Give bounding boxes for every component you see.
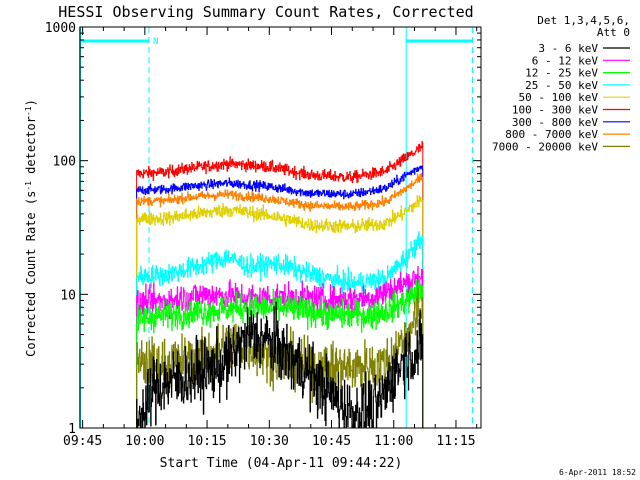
series-layer: [136, 141, 424, 429]
y-tick-label: 100: [53, 155, 76, 170]
x-tick-label: 10:45: [312, 434, 351, 449]
legend-label: 3 - 6 keV: [538, 42, 598, 55]
series-line: [136, 231, 424, 428]
legend-label: 7000 - 20000 keV: [492, 140, 598, 153]
night-annotation: N: [153, 37, 158, 47]
series-line: [136, 277, 424, 428]
series-line: [136, 165, 424, 428]
x-tick-label: 11:00: [374, 434, 413, 449]
x-tick-label: 10:00: [125, 434, 164, 449]
legend-label: 25 - 50 keV: [525, 79, 598, 92]
series-line: [136, 195, 424, 428]
series-line: [136, 173, 424, 428]
legend-header: Det 1,3,4,5,6,: [537, 14, 630, 27]
y-tick-label: 10: [60, 288, 76, 303]
axes: 09:45 10:00 10:15 10:30 10:45 11:00 11:15 1 10 10…: [45, 21, 481, 449]
series-line: [136, 301, 424, 429]
series-line: [136, 141, 424, 428]
legend-label: 300 - 800 keV: [512, 116, 598, 129]
legend-label: 100 - 300 keV: [512, 104, 598, 117]
x-axis-label: Start Time (04-Apr-11 09:44:22): [160, 456, 403, 471]
legend-label: 50 - 100 keV: [519, 91, 599, 104]
plot-frame: [79, 26, 482, 429]
x-tick-label: 10:15: [188, 434, 227, 449]
x-tick-label: 11:15: [436, 434, 475, 449]
y-axis-label: Corrected Count Rate (s-1 detector-1): [24, 99, 39, 357]
y-tick-label: 1000: [45, 21, 76, 36]
legend-label: 6 - 12 keV: [532, 54, 599, 67]
legend-label: 12 - 25 keV: [525, 67, 598, 80]
x-tick-label: 10:30: [250, 434, 289, 449]
y-tick-label: 1: [68, 422, 76, 437]
legend-label: 800 - 7000 keV: [505, 128, 598, 141]
chart-title: HESSI Observing Summary Count Rates, Cor…: [58, 3, 473, 21]
footer-timestamp: 6-Apr-2011 18:52: [559, 468, 636, 477]
legend-header: Att 0: [597, 26, 630, 39]
x-tick-label: 09:45: [63, 434, 102, 449]
